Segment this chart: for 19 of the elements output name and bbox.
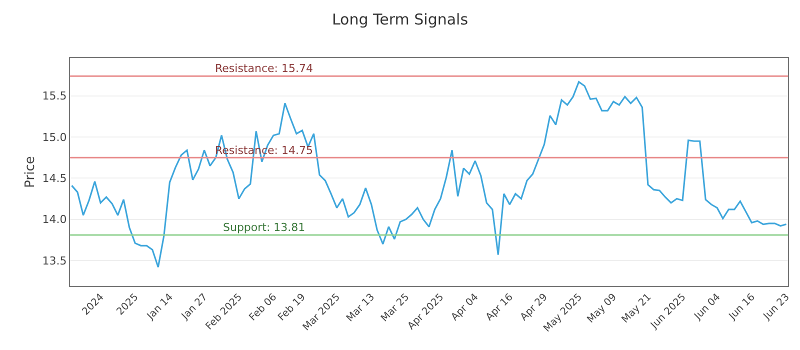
x-tick-label: Jan 27	[179, 292, 210, 323]
ref-line-label: Support: 13.81	[223, 221, 306, 234]
x-tick-label: Apr 29	[518, 292, 550, 324]
x-tick-label: Jun 23	[761, 292, 792, 323]
y-axis-title: Price	[23, 156, 38, 188]
line-series	[70, 81, 788, 268]
ref-line-label: Resistance: 15.74	[215, 62, 313, 75]
x-tick-label: Jan 14	[144, 292, 176, 323]
chart-title: Long Term Signals	[332, 10, 468, 28]
x-tick-label: Apr 16	[484, 292, 516, 324]
y-tick-label: 14.0	[42, 213, 67, 226]
x-tick-label: Jun 04	[692, 292, 723, 323]
x-tick-label: Jun 16	[726, 292, 758, 323]
x-tick-label: Apr 04	[450, 292, 481, 324]
y-tick-label: 14.5	[42, 172, 67, 186]
y-tick-label: 15.0	[42, 130, 67, 144]
y-tick-label: 15.5	[42, 90, 67, 103]
x-tick-label: Mar 13	[344, 292, 378, 324]
y-tick-label: 13.5	[42, 254, 67, 268]
